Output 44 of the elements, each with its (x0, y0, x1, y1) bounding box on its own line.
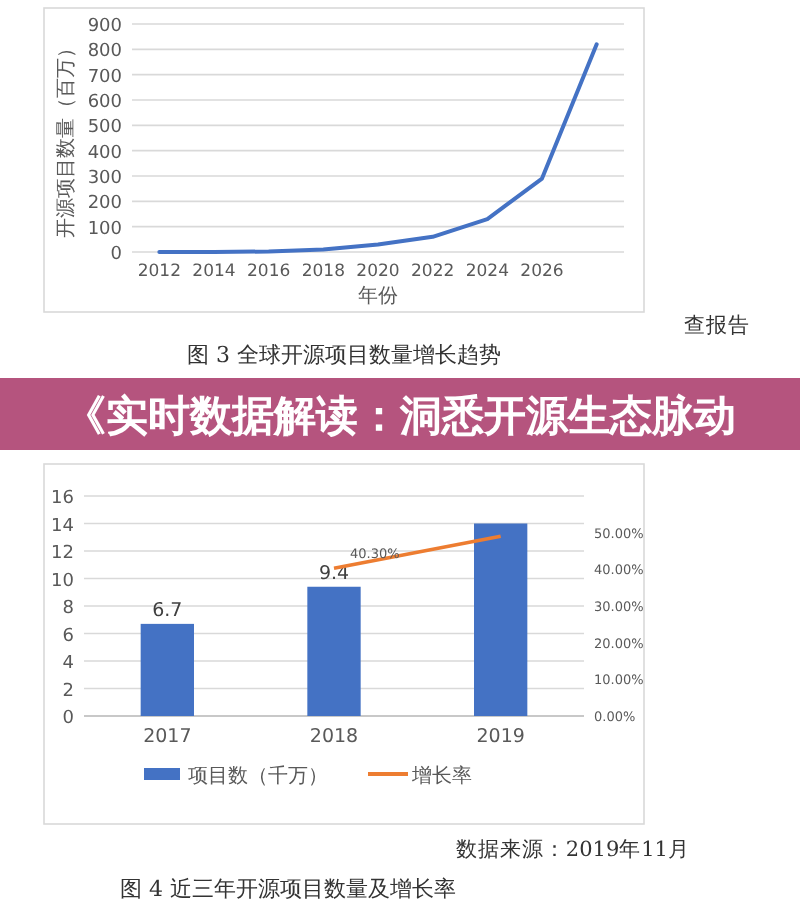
source-note: 数据来源：2019年11月 (455, 836, 690, 862)
text: 图 4 近三年开源项目数量及增长率 (120, 876, 456, 902)
x-tick-label: 2022 (411, 262, 455, 282)
x-tick-label: 2017 (143, 726, 192, 748)
x-axis-title: 年份 (358, 284, 398, 308)
y-tick-label: 500 (87, 118, 123, 139)
y-tick-label: 16 (51, 489, 75, 509)
bar (307, 586, 361, 716)
y-tick-label: 0 (110, 245, 123, 265)
x-tick-label: 2012 (137, 262, 181, 282)
y-tick-label: 10 (51, 571, 75, 592)
y-tick-label: 12 (51, 544, 74, 564)
y-tick-label: 2 (62, 681, 74, 702)
bar (140, 623, 194, 716)
y-tick-label: 8 (62, 599, 75, 619)
y-tick-label: 800 (87, 42, 123, 63)
x-tick-label: 2018 (301, 262, 345, 282)
y-tick-label: 400 (87, 143, 123, 164)
y-axis-title: 开源项目数量（百万） (54, 38, 78, 238)
y-tick-label: 300 (87, 169, 123, 189)
legend-label: 增长率 (410, 764, 472, 788)
x-tick-label: 2026 (520, 262, 564, 282)
x-tick-label: 2014 (192, 262, 236, 282)
bar (474, 523, 528, 716)
x-tick-label: 2019 (476, 726, 525, 748)
y-tick-label: 200 (87, 194, 123, 215)
x-tick-label: 2024 (465, 262, 509, 282)
y-tick-label: 14 (51, 516, 75, 537)
x-tick-label: 2020 (356, 262, 400, 282)
legend-label: 项目数（千万） (188, 764, 328, 788)
y-tick-label: 600 (87, 93, 123, 113)
line-series (157, 42, 599, 254)
data-label: 6.7 (152, 599, 183, 622)
x-tick-label: 2016 (247, 262, 291, 282)
text: 《实时数据解读：洞悉开源生态脉动 (64, 392, 736, 440)
x-tick-label: 2018 (309, 726, 359, 748)
y-tick-label: 4 (62, 654, 75, 674)
y-tick-label: 0 (62, 709, 75, 729)
y-tick-label: 6 (62, 626, 75, 647)
text: 查报告 (684, 312, 750, 338)
text: 图 3 全球开源项目数量增长趋势 (187, 342, 501, 368)
y-tick-label: 700 (87, 67, 123, 88)
y-tick-label: 900 (87, 17, 123, 37)
y-tick-label: 100 (87, 219, 123, 240)
